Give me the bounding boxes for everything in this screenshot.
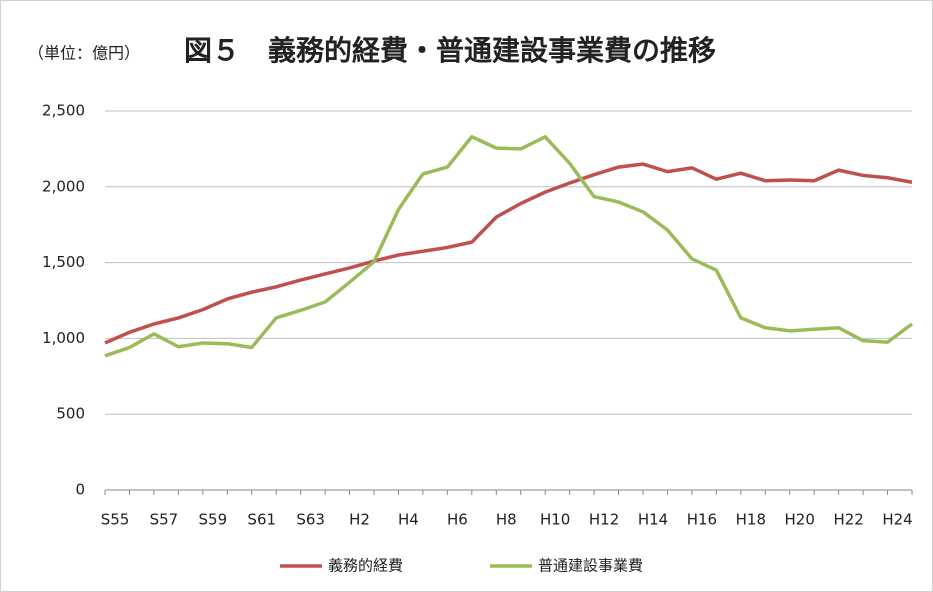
x-tick-label: H10 — [540, 511, 570, 529]
y-tick-label: 2,000 — [42, 177, 85, 195]
x-tick-label: S57 — [150, 511, 179, 529]
x-tick-label: H16 — [687, 511, 717, 529]
x-tick-label: H12 — [589, 511, 619, 529]
series-line — [104, 135, 914, 358]
unit-note: （単位：億円） — [28, 44, 140, 63]
x-tick-label: H22 — [833, 511, 863, 529]
x-tick-label: H18 — [736, 511, 766, 529]
x-tick-label: H8 — [496, 511, 517, 529]
x-tick-label: S61 — [247, 511, 276, 529]
x-tick-label: H20 — [785, 511, 815, 529]
legend-label: 義務的経費 — [328, 557, 403, 575]
y-tick-label: 500 — [56, 405, 85, 423]
y-tick-label: 0 — [75, 481, 85, 499]
x-tick-label: H2 — [349, 511, 370, 529]
x-tick-label: H4 — [398, 511, 419, 529]
x-tick-label: S63 — [296, 511, 325, 529]
legend-label: 普通建設事業費 — [538, 557, 643, 575]
y-tick-label: 2,500 — [42, 102, 85, 120]
chart-title: 図５ 義務的経費・普通建設事業費の推移 — [184, 34, 716, 67]
x-tick-label: H14 — [638, 511, 668, 529]
y-tick-label: 1,500 — [42, 253, 85, 271]
x-tick-label: H6 — [447, 511, 468, 529]
x-tick-label: S59 — [199, 511, 228, 529]
y-tick-label: 1,000 — [42, 329, 85, 347]
x-tick-label: S55 — [101, 511, 130, 529]
x-tick-label: H24 — [882, 511, 912, 529]
series-line — [104, 162, 913, 345]
